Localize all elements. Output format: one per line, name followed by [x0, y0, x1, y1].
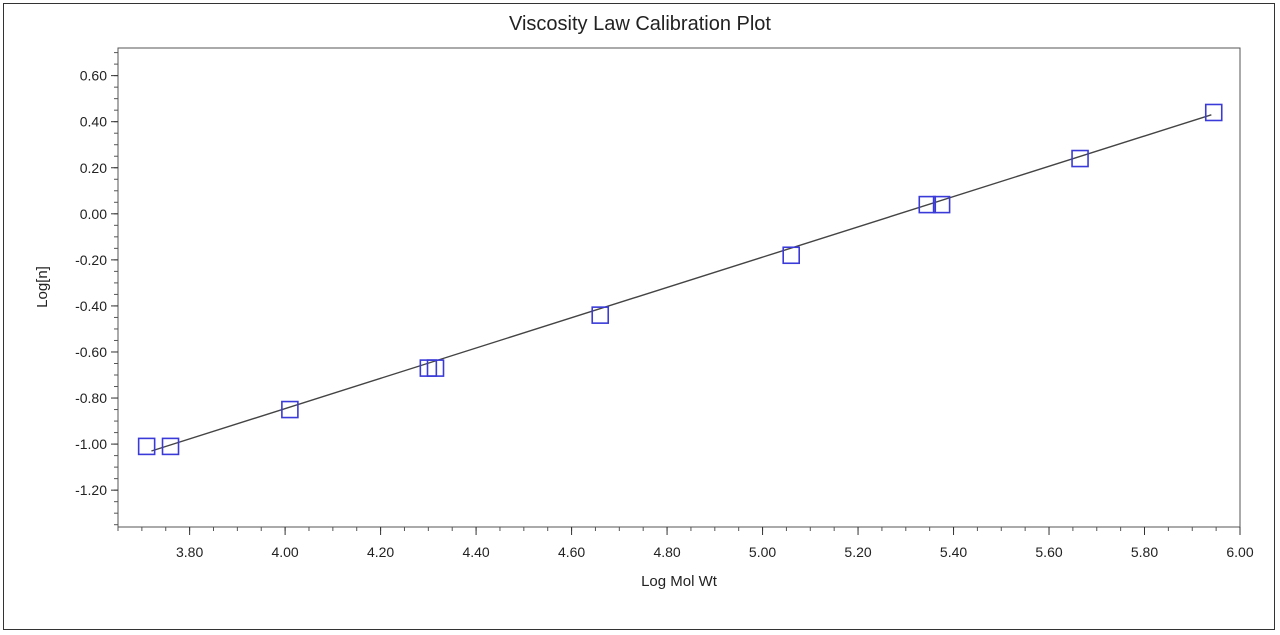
data-point	[932, 195, 951, 214]
x-axis-ticks: 3.80 4.00 4.20 4.40 4.60 4.80 5.00 5.20 5.40 5.60…	[176, 527, 1254, 560]
x-tick-label: 5.20	[844, 544, 871, 560]
data-point	[137, 437, 156, 456]
y-tick-label: 0.00	[80, 206, 107, 222]
fit-line	[151, 114, 1212, 452]
chart-title: Viscosity Law Calibration Plot	[509, 13, 771, 35]
x-minor-ticks	[117, 527, 1241, 531]
x-tick-label: 3.80	[176, 544, 203, 560]
data-points	[137, 103, 1223, 456]
data-point	[782, 246, 801, 265]
y-tick-label: 0.20	[80, 160, 107, 176]
plot-area	[117, 47, 1241, 528]
x-tick-label: 5.00	[749, 544, 776, 560]
y-axis-title: Log[n]	[34, 266, 51, 308]
x-tick-label: 6.00	[1226, 544, 1253, 560]
x-axis-title: Log Mol Wt	[641, 573, 718, 590]
y-tick-label: -0.80	[75, 390, 107, 406]
x-tick-label: 5.80	[1131, 544, 1158, 560]
y-tick-label: 0.60	[80, 68, 107, 84]
y-tick-label: -0.20	[75, 252, 107, 268]
y-tick-label: -0.60	[75, 344, 107, 360]
chart-frame	[3, 3, 1275, 630]
data-point	[281, 400, 299, 419]
x-tick-label: 4.80	[653, 544, 680, 560]
x-tick-label: 4.40	[462, 544, 489, 560]
data-point	[1204, 103, 1223, 122]
y-tick-label: 0.40	[80, 114, 107, 130]
y-tick-label: -1.00	[75, 436, 107, 452]
y-tick-label: -0.40	[75, 298, 107, 314]
fit-line-group	[151, 114, 1212, 452]
y-tick-label: -1.20	[75, 482, 107, 498]
y-minor-ticks	[114, 52, 118, 526]
x-tick-label: 4.20	[367, 544, 394, 560]
y-axis-ticks: 0.60 0.40 0.20 0.00 -0.20 -0.40 -0.60 -0.80 -1.0…	[75, 68, 118, 498]
x-tick-label: 4.00	[271, 544, 298, 560]
data-point	[1071, 149, 1089, 168]
data-point	[161, 437, 180, 456]
data-point	[918, 195, 937, 214]
x-tick-label: 5.40	[940, 544, 967, 560]
data-point	[591, 306, 610, 324]
x-tick-label: 4.60	[558, 544, 585, 560]
x-tick-label: 5.60	[1035, 544, 1062, 560]
data-point	[426, 359, 445, 377]
